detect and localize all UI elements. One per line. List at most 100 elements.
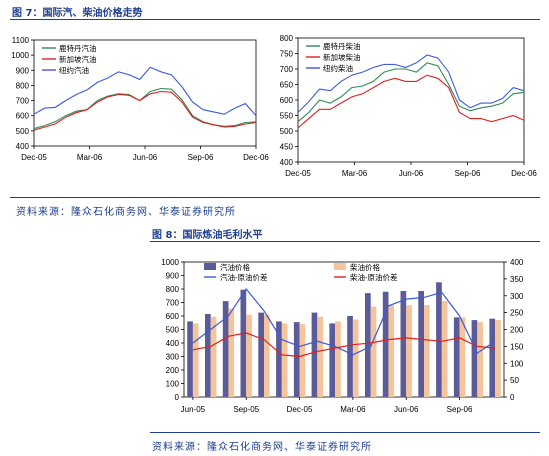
figure8-source-rule bbox=[150, 432, 540, 433]
margin-bar-0 bbox=[293, 322, 300, 397]
gasoline-ytick-label: 900 bbox=[16, 66, 30, 75]
figure7-source-rule bbox=[10, 197, 540, 198]
margin-bar-0 bbox=[187, 321, 193, 397]
margin-bar-0 bbox=[222, 301, 229, 397]
diesel-xtick-label: Mar-06 bbox=[342, 169, 368, 178]
gasoline-ytick-label: 1100 bbox=[12, 36, 30, 45]
margin-bar-0 bbox=[258, 312, 264, 397]
margin-bar-1 bbox=[317, 316, 323, 397]
margin-bar-0 bbox=[471, 320, 478, 397]
margin-xtick-label: Dec-05 bbox=[287, 405, 313, 414]
margin-ytick-left-label: 900 bbox=[166, 272, 180, 281]
gasoline-xtick-label: Jun-06 bbox=[133, 153, 158, 162]
diesel-ytick-label: 800 bbox=[280, 34, 294, 43]
margin-ytick-right-label: 300 bbox=[510, 292, 524, 301]
margin-bar-0 bbox=[365, 293, 371, 397]
diesel-series-line-2 bbox=[297, 54, 525, 113]
diesel-legend-label-1: 新加坡柴油 bbox=[323, 52, 361, 62]
margin-ytick-right-label: 200 bbox=[510, 326, 524, 335]
gasoline-ytick-label: 600 bbox=[16, 112, 30, 121]
margin-bar-1 bbox=[459, 317, 466, 397]
margin-bar-1 bbox=[424, 305, 430, 397]
margin-legend-bar-label-1: 柴油价格 bbox=[350, 262, 380, 272]
diesel-ytick-label: 700 bbox=[280, 65, 294, 74]
margin-ytick-right-label: 350 bbox=[510, 275, 524, 284]
margin-ytick-left-label: 300 bbox=[166, 353, 180, 362]
margin-bar-1 bbox=[388, 305, 395, 397]
margin-bar-1 bbox=[495, 320, 501, 397]
diesel-ytick-label: 450 bbox=[280, 143, 294, 152]
gasoline-ytick-label: 800 bbox=[16, 81, 30, 90]
margin-bar-1 bbox=[299, 324, 306, 397]
diesel-series-line-0 bbox=[297, 62, 525, 123]
margin-bar-0 bbox=[489, 318, 496, 397]
margin-ytick-left-label: 200 bbox=[166, 366, 180, 375]
margin-ytick-left-label: 400 bbox=[166, 339, 180, 348]
margin-bar-0 bbox=[453, 317, 460, 397]
margin-bar-1 bbox=[281, 323, 288, 397]
margin-xtick-label: Sep-06 bbox=[447, 405, 473, 414]
margin-bar-0 bbox=[311, 312, 318, 397]
margin-bar-1 bbox=[264, 314, 270, 397]
margin-ytick-left-label: 100 bbox=[166, 380, 180, 389]
margin-ytick-left-label: 500 bbox=[166, 326, 180, 335]
margin-ytick-left-label: 700 bbox=[166, 299, 180, 308]
gasoline-ytick-label: 1000 bbox=[11, 51, 29, 60]
gasoline-series-line-1 bbox=[33, 90, 257, 131]
margin-bar-1 bbox=[246, 314, 252, 397]
margin-legend-line-label-1: 柴油-原油价差 bbox=[350, 272, 398, 282]
margin-bar-0 bbox=[347, 316, 353, 397]
margin-bar-0 bbox=[418, 291, 424, 397]
margin-xtick-label: Sep-05 bbox=[233, 405, 259, 414]
diesel-ytick-label: 600 bbox=[280, 96, 294, 105]
margin-bar-1 bbox=[477, 322, 483, 397]
margin-bar-1 bbox=[406, 305, 412, 397]
margin-line-0 bbox=[192, 287, 496, 356]
margin-ytick-right-label: 250 bbox=[510, 309, 524, 318]
margin-bar-1 bbox=[210, 316, 217, 397]
diesel-xtick-label: Dec-05 bbox=[285, 169, 311, 178]
margin-xtick-label: Jun-05 bbox=[181, 405, 206, 414]
diesel-ytick-label: 500 bbox=[280, 127, 294, 136]
diesel-ytick-label: 550 bbox=[280, 112, 294, 121]
margin-ytick-left-label: 0 bbox=[175, 393, 180, 402]
margin-ytick-right-label: 150 bbox=[510, 342, 524, 351]
margin-bar-1 bbox=[441, 301, 448, 397]
margin-bar-0 bbox=[329, 323, 336, 397]
diesel-ytick-label: 650 bbox=[280, 81, 294, 90]
margin-ytick-left-label: 1000 bbox=[161, 258, 179, 267]
gasoline-legend-label-1: 新加坡汽油 bbox=[59, 54, 97, 64]
margin-legend-bar-swatch-1 bbox=[334, 263, 346, 270]
diesel-ytick-label: 750 bbox=[280, 50, 294, 59]
gasoline-xtick-label: Sep-06 bbox=[188, 153, 214, 162]
margin-ytick-right-label: 400 bbox=[510, 258, 524, 267]
gasoline-xtick-label: Dec-06 bbox=[243, 153, 269, 162]
margin-ytick-right-label: 50 bbox=[510, 376, 519, 385]
gasoline-xtick-label: Dec-05 bbox=[21, 153, 47, 162]
figure8-title: 图 8：国际炼油毛利水平 bbox=[152, 230, 263, 241]
margin-bar-1 bbox=[228, 308, 235, 397]
gasoline-legend-label-2: 纽约汽油 bbox=[59, 65, 89, 75]
margin-legend-bar-label-0: 汽油价格 bbox=[220, 262, 250, 272]
margin-xtick-label: Mar-06 bbox=[340, 405, 366, 414]
diesel-xtick-label: Jun-06 bbox=[399, 169, 424, 178]
margin-xtick-label: Jun-06 bbox=[394, 405, 419, 414]
figure7-title: 图 7：国际汽、柴油价格走势 bbox=[12, 8, 143, 19]
margin-legend-line-label-0: 汽油-原油价差 bbox=[220, 272, 268, 282]
gasoline-ytick-label: 400 bbox=[16, 142, 30, 151]
diesel-legend-label-0: 鹿特丹柴油 bbox=[323, 41, 361, 51]
diesel-ytick-label: 400 bbox=[280, 158, 294, 167]
diesel-xtick-label: Sep-06 bbox=[455, 169, 481, 178]
margin-ytick-left-label: 800 bbox=[166, 285, 180, 294]
figure8-source: 资料来源：隆众石化商务网、华泰证券研究所 bbox=[152, 442, 372, 453]
gasoline-xtick-label: Mar-06 bbox=[77, 153, 103, 162]
margin-legend-bar-swatch-0 bbox=[204, 263, 216, 270]
figure7-title-rule bbox=[10, 19, 540, 20]
margin-bar-1 bbox=[352, 319, 359, 397]
margin-bar-0 bbox=[382, 291, 389, 397]
margin-bar-0 bbox=[205, 314, 211, 397]
margin-ytick-right-label: 100 bbox=[510, 359, 524, 368]
